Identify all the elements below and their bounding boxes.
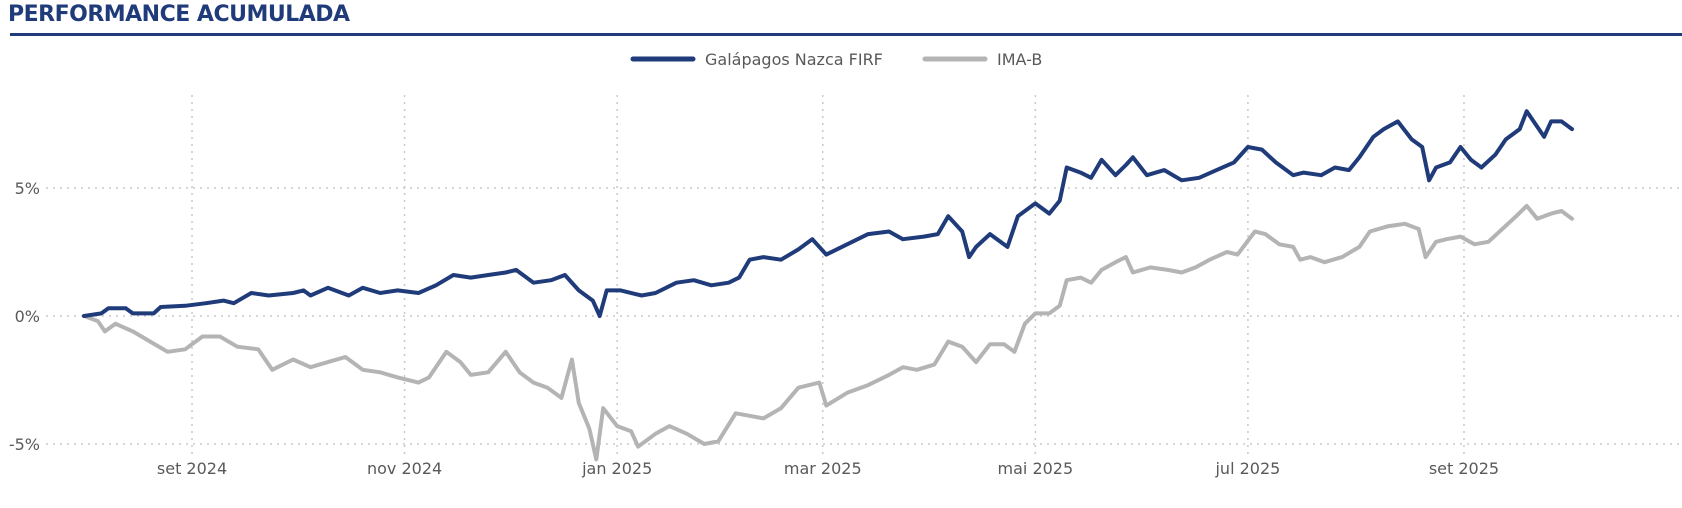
title-underline (10, 33, 1682, 36)
series-line-gal-pagos-nazca-firf (82, 109, 1574, 318)
x-tick-label: set 2025 (1429, 459, 1499, 478)
chart-series (82, 109, 1574, 462)
chart-grid (46, 95, 1682, 454)
chart-legend: Galápagos Nazca FIRF IMA-B (630, 50, 1042, 69)
y-tick-label: 0% (15, 307, 40, 326)
y-axis-ticks: 5% 0% -5% (9, 179, 40, 454)
y-tick-label: -5% (9, 435, 40, 454)
x-tick-label: mai 2025 (998, 459, 1074, 478)
legend-label: Galápagos Nazca FIRF (705, 50, 883, 69)
legend-label: IMA-B (997, 50, 1042, 69)
x-axis-ticks: set 2024 nov 2024 jan 2025 mar 2025 mai 2025… (157, 459, 1499, 478)
chart-title: PERFORMANCE ACUMULADA (8, 2, 350, 27)
x-tick-label: nov 2024 (367, 459, 442, 478)
x-tick-label: mar 2025 (784, 459, 862, 478)
chart-header: PERFORMANCE ACUMULADA (0, 0, 1682, 38)
x-tick-label: set 2024 (157, 459, 227, 478)
performance-line-chart: Galápagos Nazca FIRF IMA-B 5% 0% -5% set 20… (9, 50, 1682, 478)
y-tick-label: 5% (15, 179, 40, 198)
x-tick-label: jan 2025 (581, 459, 652, 478)
x-tick-label: jul 2025 (1214, 459, 1280, 478)
series-line-ima-b (82, 203, 1574, 462)
